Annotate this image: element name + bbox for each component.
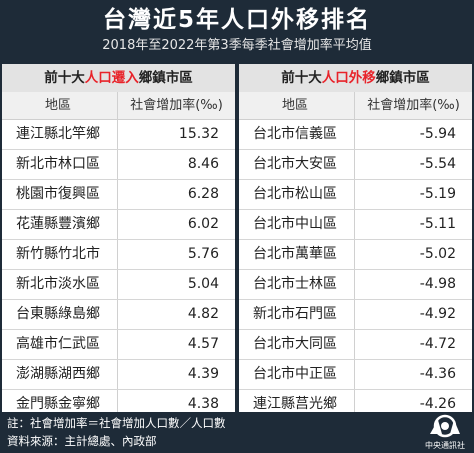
column-header-region: 地區: [281, 98, 308, 113]
table-panel-outflow: 前十大人口外移鄉鎮市區 地區 社會增加率(‰) 台北市信義區 -5.94 台北市大安…: [239, 64, 472, 412]
table-title-suffix: 鄉鎮市區: [138, 70, 193, 86]
table-row: 新北市石門區 -4.92: [239, 300, 472, 330]
rate-value: -4.26: [419, 396, 456, 412]
region-name: 高雄市仁武區: [16, 336, 100, 352]
rate-value: -4.92: [419, 306, 456, 322]
region-name: 台北市中正區: [253, 366, 337, 382]
column-header-row: 地區 社會增加率(‰): [239, 92, 472, 120]
region-name: 台北市大同區: [253, 336, 337, 352]
rate-value: 6.28: [187, 186, 219, 202]
rate-value: 6.02: [187, 216, 219, 232]
table-row: 台北市萬華區 -5.02: [239, 240, 472, 270]
rate-value: 4.57: [187, 336, 219, 352]
table-title-inflow: 前十大人口遷入鄉鎮市區: [2, 64, 235, 92]
rate-value: -5.54: [419, 156, 456, 172]
logo-text: 中央通訊社: [425, 441, 465, 450]
table-row: 新北市林口區 8.46: [2, 150, 235, 180]
rate-value: 15.32: [178, 126, 219, 142]
table-title-outflow: 前十大人口外移鄉鎮市區: [239, 64, 472, 92]
column-header-region: 地區: [44, 98, 71, 113]
table-title-prefix: 前十大: [44, 70, 85, 86]
header: 台灣近5年人口外移排名 2018年至2022年第3季每季社會增加率平均值: [0, 0, 474, 62]
table-row: 桃園市復興區 6.28: [2, 180, 235, 210]
rate-value: -5.94: [419, 126, 456, 142]
rate-value: 4.39: [187, 366, 219, 382]
source-note: 資料來源：主計總處、內政部: [7, 434, 157, 448]
table-row: 台北市大同區 -4.72: [239, 330, 472, 360]
table-panel-inflow: 前十大人口遷入鄉鎮市區 地區 社會增加率(‰) 連江縣北竿鄉 15.32 新北市林口…: [2, 64, 235, 412]
table-row: 連江縣北竿鄉 15.32: [2, 120, 235, 150]
rate-value: -4.36: [419, 366, 456, 382]
rate-value: 5.04: [187, 276, 219, 292]
footer: 註：社會增加率＝社會增加人口數／人口數 資料來源：主計總處、內政部 中央通訊社: [0, 413, 474, 453]
column-header-rate: 社會增加率(‰): [367, 98, 460, 113]
region-name: 新竹縣竹北市: [16, 246, 100, 262]
footnote: 註：社會增加率＝社會增加人口數／人口數: [7, 416, 226, 430]
region-name: 台北市萬華區: [253, 246, 337, 262]
table-row: 台北市士林區 -4.98: [239, 270, 472, 300]
table-title-highlight: 人口遷入: [84, 70, 139, 86]
table-row: 連江縣莒光鄉 -4.26: [239, 390, 472, 419]
region-name: 台北市信義區: [253, 126, 337, 142]
table-title-highlight: 人口外移: [321, 70, 376, 86]
table-body-outflow: 台北市信義區 -5.94 台北市大安區 -5.54 台北市松山區 -5.19 台北市中山區 -…: [239, 120, 472, 419]
table-row: 新竹縣竹北市 5.76: [2, 240, 235, 270]
table-body-inflow: 連江縣北竿鄉 15.32 新北市林口區 8.46 桃園市復興區 6.28 花蓮縣豐濱鄉 6.0…: [2, 120, 235, 419]
region-name: 金門縣金寧鄉: [16, 396, 100, 412]
region-name: 澎湖縣湖西鄉: [16, 366, 100, 382]
region-name: 新北市林口區: [16, 156, 100, 172]
table-row: 台東縣綠島鄉 4.82: [2, 300, 235, 330]
table-row: 高雄市仁武區 4.57: [2, 330, 235, 360]
region-name: 台北市士林區: [253, 276, 337, 292]
table-row: 台北市中山區 -5.11: [239, 210, 472, 240]
page-subtitle: 2018年至2022年第3季每季社會增加率平均值: [102, 38, 372, 53]
page-title: 台灣近5年人口外移排名: [102, 7, 371, 33]
table-row: 台北市松山區 -5.19: [239, 180, 472, 210]
column-divider: [354, 92, 355, 412]
table-row: 台北市中正區 -4.36: [239, 360, 472, 390]
region-name: 新北市石門區: [253, 306, 337, 322]
region-name: 桃園市復興區: [16, 186, 100, 202]
rate-value: -4.72: [419, 336, 456, 352]
column-header-rate: 社會增加率(‰): [130, 98, 223, 113]
region-name: 台北市大安區: [253, 156, 337, 172]
table-row: 新北市淡水區 5.04: [2, 270, 235, 300]
rate-value: -5.02: [419, 246, 456, 262]
region-name: 花蓮縣豐濱鄉: [16, 216, 100, 232]
rate-value: 5.76: [187, 246, 219, 262]
table-row: 台北市信義區 -5.94: [239, 120, 472, 150]
table-title-suffix: 鄉鎮市區: [375, 70, 430, 86]
rate-value: -4.98: [419, 276, 456, 292]
table-title-prefix: 前十大: [281, 70, 322, 86]
rate-value: 4.82: [187, 306, 219, 322]
table-row: 花蓮縣豐濱鄉 6.02: [2, 210, 235, 240]
table-row: 台北市大安區 -5.54: [239, 150, 472, 180]
column-divider: [117, 92, 118, 412]
table-row: 金門縣金寧鄉 4.38: [2, 390, 235, 419]
region-name: 連江縣莒光鄉: [253, 396, 337, 412]
rate-value: 4.38: [187, 396, 219, 412]
region-name: 連江縣北竿鄉: [16, 126, 100, 142]
region-name: 台北市中山區: [253, 216, 337, 232]
column-header-row: 地區 社會增加率(‰): [2, 92, 235, 120]
cna-logo-icon: 中央通訊社: [420, 414, 470, 452]
region-name: 新北市淡水區: [16, 276, 100, 292]
rate-value: -5.19: [419, 186, 456, 202]
cna-logo-mark: [430, 414, 460, 438]
region-name: 台北市松山區: [253, 186, 337, 202]
table-row: 澎湖縣湖西鄉 4.39: [2, 360, 235, 390]
rate-value: 8.46: [187, 156, 219, 172]
region-name: 台東縣綠島鄉: [16, 306, 100, 322]
rate-value: -5.11: [419, 216, 456, 232]
